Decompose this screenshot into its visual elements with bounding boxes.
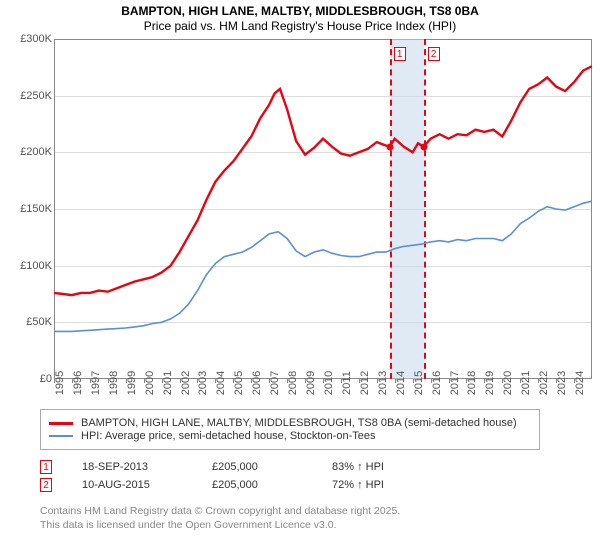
x-axis-label: 2010 — [323, 371, 335, 395]
chart-title: BAMPTON, HIGH LANE, MALTBY, MIDDLESBROUG… — [0, 4, 600, 18]
sale-dot — [420, 143, 427, 150]
x-axis-label: 2021 — [520, 371, 532, 395]
x-axis-label: 2018 — [466, 371, 478, 395]
x-axis-label: 2003 — [197, 371, 209, 395]
x-axis-label: 2016 — [431, 371, 443, 395]
legend-text: HPI: Average price, semi-detached house,… — [81, 430, 376, 442]
y-axis-label: £50K — [8, 316, 52, 328]
legend-swatch — [49, 422, 73, 425]
sale-row: 1 18-SEP-2013 £205,000 83% ↑ HPI — [40, 460, 600, 474]
sale-row: 2 10-AUG-2015 £205,000 72% ↑ HPI — [40, 478, 600, 492]
y-axis-label: £200K — [8, 146, 52, 158]
sale-marker: 2 — [40, 478, 52, 492]
sale-pct: 72% ↑ HPI — [332, 479, 442, 491]
y-axis-label: £100K — [8, 260, 52, 272]
x-axis-label: 2004 — [215, 371, 227, 395]
sale-price: £205,000 — [212, 479, 332, 491]
x-axis-label: 2006 — [251, 371, 263, 395]
footer-line: Contains HM Land Registry data © Crown c… — [40, 504, 600, 518]
x-axis-label: 2002 — [180, 371, 192, 395]
legend-text: BAMPTON, HIGH LANE, MALTBY, MIDDLESBROUG… — [81, 417, 517, 429]
line-layer — [54, 39, 592, 379]
sale-date: 10-AUG-2015 — [82, 479, 212, 491]
legend-swatch — [49, 435, 73, 437]
y-axis-label: £300K — [8, 33, 52, 45]
sale-pct: 83% ↑ HPI — [332, 461, 442, 473]
x-axis-label: 2011 — [341, 371, 353, 395]
x-axis-label: 2014 — [395, 371, 407, 395]
x-axis-label: 2013 — [377, 371, 389, 395]
sales-list: 1 18-SEP-2013 £205,000 83% ↑ HPI 2 10-AU… — [40, 460, 600, 492]
x-axis-label: 2012 — [359, 371, 371, 395]
x-axis-label: 2000 — [144, 371, 156, 395]
sale-dot — [386, 143, 393, 150]
x-axis-label: 2017 — [449, 371, 461, 395]
x-axis-label: 1996 — [72, 371, 84, 395]
x-axis-label: 2020 — [502, 371, 514, 395]
sale-date: 18-SEP-2013 — [82, 461, 212, 473]
x-axis-label: 1998 — [108, 371, 120, 395]
x-axis-label: 2022 — [538, 371, 550, 395]
y-axis-label: £150K — [8, 203, 52, 215]
x-axis-label: 1997 — [90, 371, 102, 395]
x-axis-label: 1999 — [126, 371, 138, 395]
x-axis-label: 2005 — [233, 371, 245, 395]
series-hpi — [54, 201, 592, 331]
legend: BAMPTON, HIGH LANE, MALTBY, MIDDLESBROUG… — [40, 409, 540, 450]
y-axis-label: £0 — [8, 373, 52, 385]
x-axis-label: 2023 — [556, 371, 568, 395]
footer-line: This data is licensed under the Open Gov… — [40, 518, 600, 532]
x-axis-label: 2008 — [287, 371, 299, 395]
y-axis-label: £250K — [8, 90, 52, 102]
chart-subtitle: Price paid vs. HM Land Registry's House … — [0, 19, 600, 33]
series-price_paid — [54, 66, 592, 295]
sale-marker-flag: 2 — [428, 47, 440, 61]
chart-area: 12 £0£50K£100K£150K£200K£250K£300K 19951… — [8, 39, 592, 401]
sale-marker-flag: 1 — [394, 47, 406, 61]
sale-marker: 1 — [40, 460, 52, 474]
x-axis-label: 2019 — [484, 371, 496, 395]
legend-item: HPI: Average price, semi-detached house,… — [49, 430, 531, 442]
footer: Contains HM Land Registry data © Crown c… — [40, 504, 600, 532]
x-axis-label: 2009 — [305, 371, 317, 395]
x-axis-label: 2024 — [574, 371, 586, 395]
x-axis-label: 2015 — [413, 371, 425, 395]
x-axis-label: 1995 — [54, 371, 66, 395]
sale-price: £205,000 — [212, 461, 332, 473]
x-axis-label: 2007 — [269, 371, 281, 395]
legend-item: BAMPTON, HIGH LANE, MALTBY, MIDDLESBROUG… — [49, 417, 531, 429]
x-axis-label: 2001 — [162, 371, 174, 395]
